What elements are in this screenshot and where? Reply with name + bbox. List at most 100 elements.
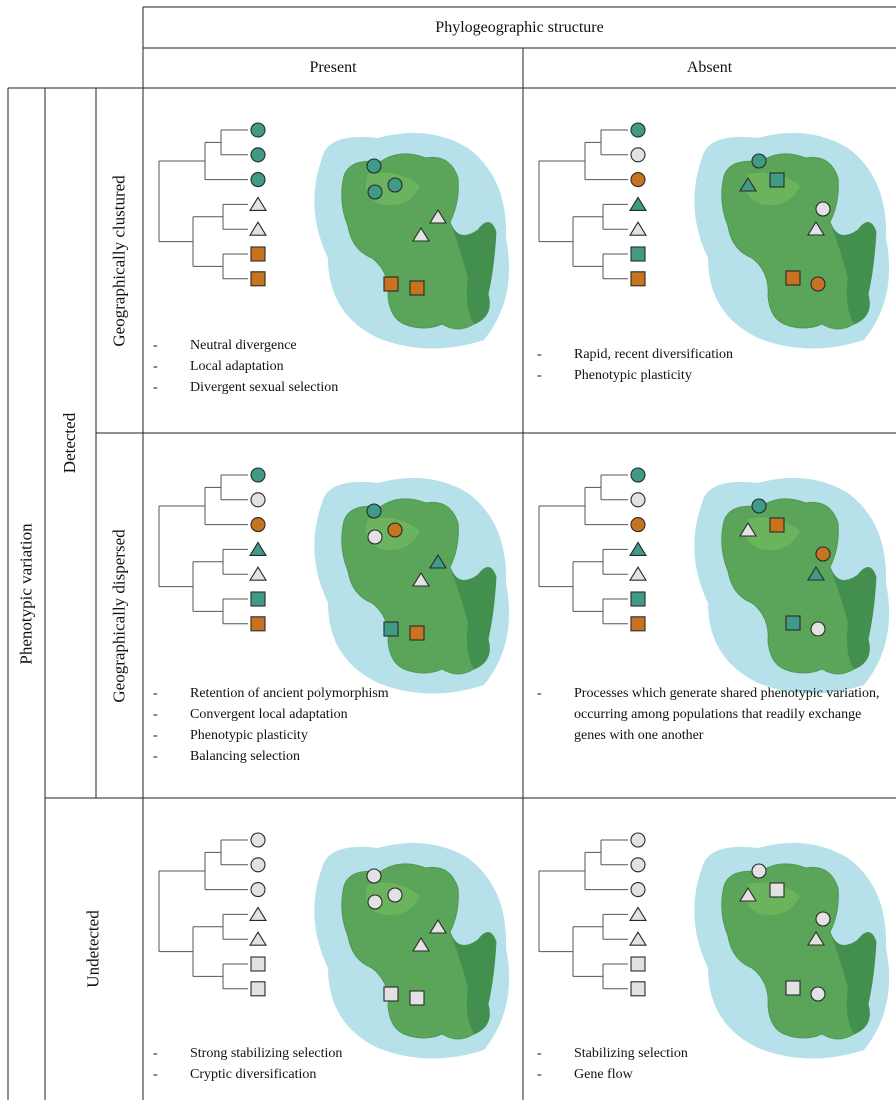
process-item: Retention of ancient polymorphism xyxy=(153,683,513,704)
cell-dispersed-present: Retention of ancient polymorphismConverg… xyxy=(143,433,523,798)
tip-marker-grey-triangle xyxy=(629,931,647,946)
tip-marker-grey-circle xyxy=(630,492,646,508)
cell-undetected-present: Strong stabilizing selectionCryptic dive… xyxy=(143,798,523,1100)
process-list: Stabilizing selectionGene flow xyxy=(537,1043,887,1085)
cell-clustured-present: Neutral divergenceLocal adaptationDiverg… xyxy=(143,88,523,433)
process-list: Retention of ancient polymorphismConverg… xyxy=(153,683,513,767)
map-marker-grey-triangle xyxy=(429,918,447,934)
tip-marker-teal-circle xyxy=(250,122,266,138)
map-marker-grey-circle xyxy=(815,201,831,217)
map-marker-orange-square xyxy=(769,517,785,533)
map-marker-grey-triangle xyxy=(739,521,757,537)
map-marker-grey-square xyxy=(769,882,785,898)
tip-marker-teal-circle xyxy=(630,122,646,138)
tip-marker-orange-square xyxy=(250,271,266,287)
map-markers xyxy=(739,153,831,292)
island-highland xyxy=(745,882,800,916)
island-forest xyxy=(450,222,496,324)
phylogeographic-structure-header: Phylogeographic structure xyxy=(435,18,604,36)
tip-marker-teal-triangle xyxy=(629,196,647,211)
map-marker-grey-triangle xyxy=(412,936,430,952)
map-marker-teal-circle xyxy=(751,498,767,514)
island-forest xyxy=(450,932,496,1034)
map-markers xyxy=(739,498,831,637)
tip-marker-orange-circle xyxy=(630,172,646,188)
tree-tip-markers xyxy=(249,467,267,632)
process-item: Phenotypic plasticity xyxy=(153,725,513,746)
map-marker-grey-circle xyxy=(810,986,826,1002)
map-marker-orange-circle xyxy=(815,546,831,562)
process-item: Rapid, recent diversification xyxy=(537,344,887,365)
island-map xyxy=(694,842,890,1059)
island-map xyxy=(694,477,890,694)
map-marker-orange-circle xyxy=(810,276,826,292)
tip-marker-orange-square xyxy=(630,616,646,632)
map-marker-teal-circle xyxy=(751,153,767,169)
tip-marker-grey-triangle xyxy=(629,566,647,581)
map-marker-grey-circle xyxy=(810,621,826,637)
map-marker-teal-circle xyxy=(366,503,382,519)
cell-clustured-absent: Rapid, recent diversificationPhenotypic … xyxy=(523,88,896,433)
map-marker-teal-triangle xyxy=(429,553,447,569)
geographically-clustured-label: Geographically clustured xyxy=(109,174,129,347)
absent-header: Absent xyxy=(686,59,733,76)
geographically-dispersed-label: Geographically dispersed xyxy=(109,528,129,703)
process-list: Rapid, recent diversificationPhenotypic … xyxy=(537,344,887,386)
map-marker-teal-circle xyxy=(387,177,403,193)
island-highland xyxy=(745,172,800,206)
tip-marker-grey-circle xyxy=(630,882,646,898)
tip-marker-teal-triangle xyxy=(249,541,267,556)
map-marker-grey-circle xyxy=(367,529,383,545)
tree-tip-markers xyxy=(249,832,267,997)
map-marker-grey-triangle xyxy=(429,208,447,224)
map-marker-orange-square xyxy=(383,276,399,292)
process-item: Stabilizing selection xyxy=(537,1043,887,1064)
tip-marker-grey-circle xyxy=(250,832,266,848)
tip-marker-orange-circle xyxy=(630,517,646,533)
tip-marker-teal-triangle xyxy=(629,541,647,556)
map-markers xyxy=(739,863,831,1002)
tip-marker-orange-square xyxy=(250,246,266,262)
map-marker-grey-triangle xyxy=(739,886,757,902)
map-marker-teal-square xyxy=(785,615,801,631)
tip-marker-grey-triangle xyxy=(249,906,267,921)
tree-tip-markers xyxy=(249,122,267,287)
map-marker-grey-square xyxy=(409,990,425,1006)
tip-marker-orange-square xyxy=(250,616,266,632)
tip-marker-grey-square xyxy=(630,981,646,997)
island-map xyxy=(314,477,510,694)
process-item: Processes which generate shared phenotyp… xyxy=(537,683,882,746)
undetected-label: Undetected xyxy=(84,910,103,988)
tree-tip-markers xyxy=(629,122,647,287)
map-marker-teal-triangle xyxy=(739,176,757,192)
tip-marker-orange-circle xyxy=(250,517,266,533)
tip-marker-grey-triangle xyxy=(249,221,267,236)
tip-marker-grey-triangle xyxy=(629,221,647,236)
map-marker-teal-square xyxy=(769,172,785,188)
detected-label: Detected xyxy=(60,412,80,474)
tree-and-map xyxy=(538,832,890,1059)
map-marker-grey-triangle xyxy=(807,930,825,946)
tree-tip-markers xyxy=(629,467,647,632)
tree-tip-markers xyxy=(629,832,647,997)
island-forest xyxy=(450,567,496,669)
tip-marker-grey-triangle xyxy=(249,566,267,581)
map-marker-grey-triangle xyxy=(807,220,825,236)
cell-dispersed-absent: Processes which generate shared phenotyp… xyxy=(523,433,896,798)
tip-marker-teal-circle xyxy=(250,467,266,483)
map-markers xyxy=(366,503,447,641)
map-marker-orange-square xyxy=(409,625,425,641)
tip-marker-grey-triangle xyxy=(629,906,647,921)
phylogenetic-tree xyxy=(538,839,628,990)
tip-marker-grey-circle xyxy=(250,882,266,898)
island-map xyxy=(694,132,890,349)
phylogenetic-tree xyxy=(158,839,248,990)
map-marker-teal-square xyxy=(383,621,399,637)
tip-marker-teal-circle xyxy=(250,147,266,163)
tip-marker-teal-square xyxy=(250,591,266,607)
phylogenetic-tree xyxy=(538,129,628,280)
tip-marker-teal-circle xyxy=(250,172,266,188)
tip-marker-grey-square xyxy=(250,956,266,972)
tree-and-map xyxy=(538,122,890,349)
